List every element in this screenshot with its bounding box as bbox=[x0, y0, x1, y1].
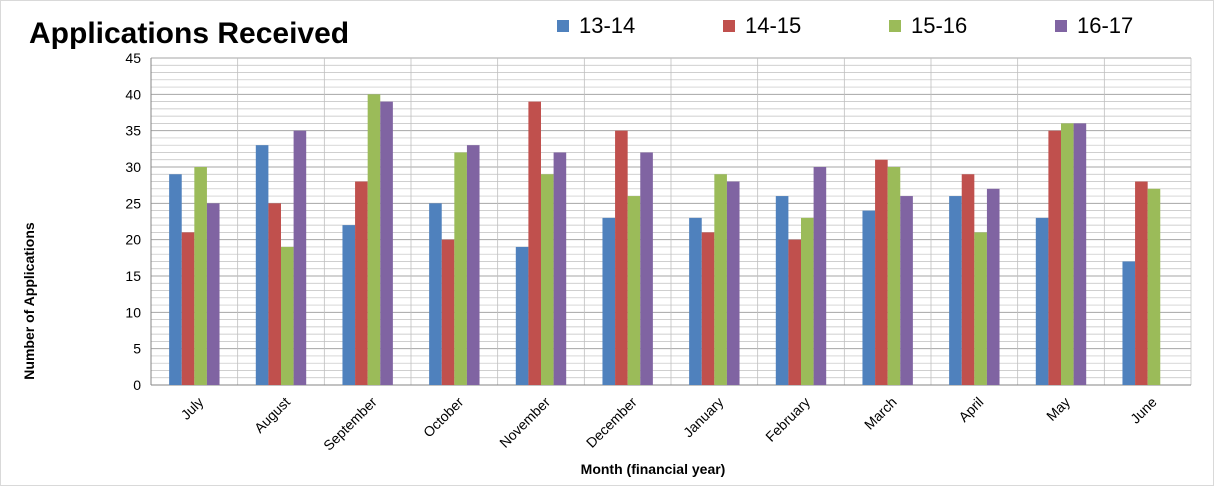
bar-15-16-april bbox=[974, 232, 987, 385]
x-tick-label: November bbox=[496, 394, 553, 451]
chart-title: Applications Received bbox=[29, 17, 350, 50]
legend-label: 16-17 bbox=[1077, 13, 1134, 38]
bar-14-15-june bbox=[1135, 181, 1148, 385]
bar-14-15-may bbox=[1048, 130, 1061, 385]
legend-item-13-14: 13-14 bbox=[557, 13, 723, 39]
bar-14-15-december bbox=[615, 130, 628, 385]
legend: 13-14 14-15 15-16 16-17 bbox=[557, 13, 1214, 39]
bar-15-16-february bbox=[801, 217, 814, 385]
bar-13-14-november bbox=[515, 246, 529, 385]
x-tick-label: April bbox=[955, 394, 986, 425]
legend-item-16-17: 16-17 bbox=[1055, 13, 1214, 39]
bar-13-14-january bbox=[689, 217, 702, 385]
bar-14-15-january bbox=[701, 232, 715, 385]
x-tick-label: July bbox=[178, 394, 207, 423]
x-tick-label: August bbox=[251, 394, 293, 436]
bar-16-17-november bbox=[553, 152, 567, 385]
x-tick-label: September bbox=[320, 394, 380, 454]
bar-15-16-november bbox=[541, 174, 554, 385]
bar-16-17-march bbox=[900, 196, 913, 385]
bar-15-16-july bbox=[194, 167, 207, 385]
bar-14-15-november bbox=[528, 101, 541, 385]
bar-14-15-september bbox=[355, 181, 368, 385]
bar-14-15-october bbox=[441, 239, 455, 385]
bar-13-14-april bbox=[949, 196, 962, 385]
y-tick-label: 25 bbox=[125, 195, 141, 211]
legend-swatch-16-17 bbox=[1055, 20, 1067, 32]
legend-item-14-15: 14-15 bbox=[723, 13, 889, 39]
x-tick-label: May bbox=[1043, 394, 1073, 424]
bar-16-17-april bbox=[986, 188, 1000, 385]
bar-13-14-may bbox=[1035, 217, 1049, 385]
y-tick-label: 5 bbox=[133, 341, 141, 357]
legend-swatch-15-16 bbox=[889, 20, 901, 32]
x-tick-label: December bbox=[583, 394, 640, 451]
y-tick-label: 0 bbox=[133, 377, 141, 393]
bar-13-14-february bbox=[775, 196, 789, 385]
y-tick-label: 35 bbox=[125, 123, 141, 139]
bar-15-16-october bbox=[454, 152, 467, 385]
bar-13-14-july bbox=[169, 174, 182, 385]
legend-swatch-13-14 bbox=[557, 20, 569, 32]
bar-14-15-february bbox=[788, 239, 801, 385]
y-axis-label: Number of Applications bbox=[21, 222, 37, 380]
bar-15-16-march bbox=[887, 167, 901, 385]
x-tick-label: February bbox=[762, 394, 813, 445]
bar-13-14-october bbox=[429, 203, 442, 385]
x-tick-label: March bbox=[861, 394, 900, 433]
y-tick-label: 20 bbox=[125, 232, 141, 248]
bar-13-14-march bbox=[862, 210, 876, 385]
bar-15-16-september bbox=[367, 94, 381, 385]
legend-label: 13-14 bbox=[579, 13, 636, 38]
x-tick-label: October bbox=[420, 394, 467, 441]
x-axis-label: Month (financial year) bbox=[580, 461, 726, 477]
bar-15-16-december bbox=[627, 196, 641, 385]
y-tick-label: 30 bbox=[125, 159, 141, 175]
legend-label: 15-16 bbox=[911, 13, 968, 38]
bar-16-17-january bbox=[726, 181, 740, 385]
y-tick-label: 15 bbox=[125, 268, 141, 284]
bar-16-17-august bbox=[293, 130, 307, 385]
bar-16-17-september bbox=[380, 101, 393, 385]
bar-14-15-august bbox=[268, 203, 281, 385]
bar-14-15-april bbox=[961, 174, 975, 385]
bar-16-17-july bbox=[206, 203, 220, 385]
bar-15-16-june bbox=[1147, 188, 1161, 385]
y-tick-label: 45 bbox=[125, 50, 141, 66]
y-tick-label: 10 bbox=[125, 304, 141, 320]
bar-13-14-august bbox=[255, 145, 269, 385]
bar-13-14-september bbox=[342, 225, 356, 385]
bar-14-15-july bbox=[181, 232, 195, 385]
legend-item-15-16: 15-16 bbox=[889, 13, 1055, 39]
y-tick-label: 40 bbox=[125, 86, 141, 102]
bar-13-14-december bbox=[602, 217, 616, 385]
legend-label: 14-15 bbox=[745, 13, 802, 38]
bar-16-17-december bbox=[640, 152, 653, 385]
bar-16-17-february bbox=[813, 167, 827, 385]
bar-15-16-august bbox=[281, 246, 294, 385]
x-tick-label: January bbox=[680, 394, 727, 441]
bar-14-15-march bbox=[875, 159, 888, 385]
bar-16-17-october bbox=[466, 145, 480, 385]
bar-15-16-may bbox=[1061, 123, 1074, 386]
bar-15-16-january bbox=[714, 174, 727, 385]
legend-swatch-14-15 bbox=[723, 20, 735, 32]
bar-16-17-may bbox=[1073, 123, 1087, 386]
x-tick-label: June bbox=[1127, 394, 1160, 427]
bar-13-14-june bbox=[1122, 261, 1136, 385]
